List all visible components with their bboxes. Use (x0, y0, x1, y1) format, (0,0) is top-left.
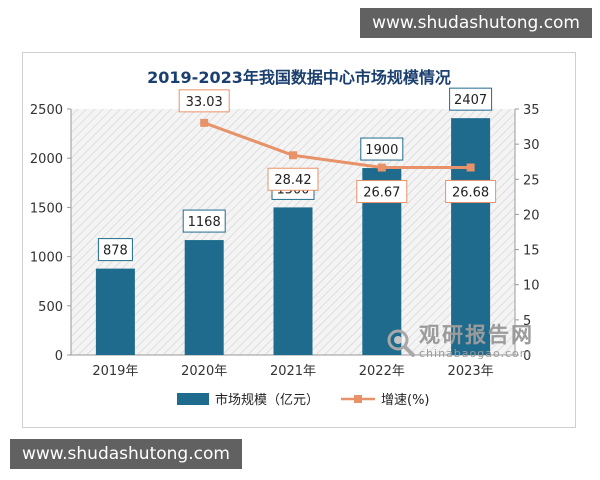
left-tick-label: 2000 (30, 152, 63, 167)
growth-point (377, 163, 386, 172)
chart-title: 2019-2023年我国数据中心市场规模情况 (147, 68, 451, 87)
left-tick-label: 500 (38, 300, 63, 315)
right-tick-label: 10 (523, 279, 540, 294)
left-tick-label: 1000 (30, 251, 63, 266)
right-tick-label: 0 (523, 349, 531, 364)
bar-label-box (182, 209, 226, 233)
chart: 2019-2023年我国数据中心市场规模情况 0 500 1000 1500 2000 2… (30, 68, 540, 408)
brand-magnifier-icon (387, 329, 415, 357)
right-tick-label: 20 (523, 208, 540, 223)
watermark-top: www.shudashutong.com (360, 8, 592, 38)
x-tick-label: 2019年 (92, 364, 138, 379)
bar-label-box (360, 137, 404, 161)
bars (95, 118, 491, 355)
brand-name-en: chinabaogao.com (419, 347, 532, 360)
left-tick-label: 0 (55, 349, 63, 364)
brand-logo-block: 观研报告网 chinabaogao.com (385, 323, 535, 363)
growth-point (466, 163, 475, 172)
legend-line-marker (354, 395, 362, 403)
bar-value-label: 2407 (454, 93, 487, 108)
x-tick-label: 2022年 (359, 364, 405, 379)
chart-frame: 2019-2023年我国数据中心市场规模情况 0 500 1000 1500 2000 2… (22, 52, 576, 428)
right-tick-label: 30 (523, 138, 540, 153)
right-tick-label: 25 (523, 173, 540, 188)
growth-point (200, 118, 209, 127)
bar-label-box (449, 87, 493, 111)
left-tick-label: 1500 (30, 201, 63, 216)
x-tick-label: 2023年 (448, 364, 494, 379)
growth-value-label: 26.68 (452, 185, 489, 200)
bar (184, 240, 224, 355)
legend: 市场规模（亿元） 增速(%) (177, 392, 430, 408)
x-tick-label: 2020年 (181, 364, 227, 379)
growth-value-label: 28.42 (274, 173, 311, 188)
growth-line-layer (200, 118, 475, 172)
growth-label-box (178, 89, 230, 113)
bar (273, 207, 313, 355)
bar-label-box (97, 238, 133, 262)
x-tick-label: 2021年 (270, 364, 316, 379)
legend-bar-swatch (177, 393, 209, 405)
bar-value-label: 1168 (188, 215, 221, 230)
bar-value-label: 878 (103, 244, 128, 259)
growth-point (289, 151, 297, 160)
growth-line (203, 121, 471, 170)
legend-bar-label: 市场规模（亿元） (215, 392, 319, 408)
growth-value-label: 33.03 (186, 95, 223, 110)
right-tick-label: 15 (523, 244, 540, 259)
left-tick-label: 2500 (30, 103, 63, 118)
brand-name-cn: 观研报告网 (419, 323, 534, 347)
right-tick-label: 5 (523, 314, 531, 329)
watermark-bottom: www.shudashutong.com (10, 439, 242, 469)
axes: 0 500 1000 1500 2000 2500 0 5 10 15 20 25 30 35 2019年 2… (30, 103, 540, 379)
growth-label-box (445, 179, 497, 203)
bar (451, 118, 491, 355)
bar (95, 268, 135, 355)
bar-value-label: 1900 (365, 143, 398, 158)
legend-line-label: 增速(%) (381, 393, 430, 408)
right-tick-label: 35 (523, 103, 540, 118)
growth-value-label: 26.67 (363, 186, 400, 201)
growth-label-box (356, 180, 408, 204)
growth-label-box (267, 167, 319, 191)
